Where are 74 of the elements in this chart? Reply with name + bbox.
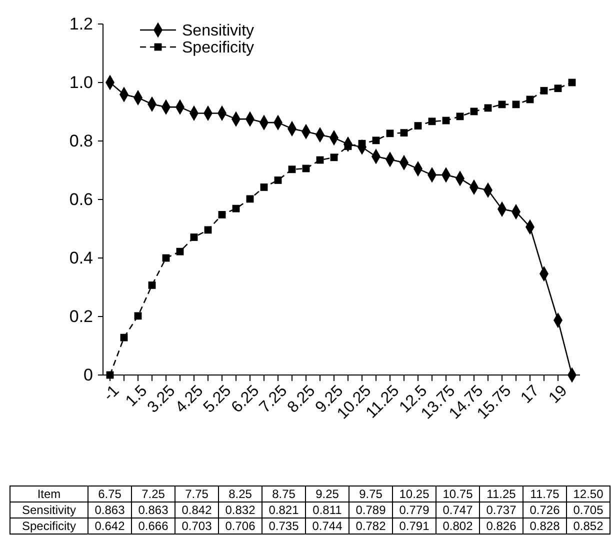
point (134, 312, 142, 320)
data-label: 0.703 (182, 519, 212, 534)
text: Item (37, 487, 61, 502)
point (274, 176, 282, 184)
legend-label: Sensitivity (182, 22, 254, 40)
x-tick-label: 8.25 (228, 487, 252, 502)
data-label: 0.737 (486, 503, 517, 518)
x-tick-label: 10.25 (399, 487, 430, 502)
y-tick-label: 0.4 (69, 248, 93, 268)
data-label: 0.666 (138, 519, 169, 534)
point (386, 130, 394, 138)
x-tick-label: 8.75 (272, 487, 296, 502)
data-label: 0.811 (312, 503, 342, 518)
point (400, 129, 408, 137)
data-label: 0.705 (573, 503, 604, 518)
data-label: 0.789 (356, 503, 386, 518)
point (512, 100, 520, 108)
data-label: 0.832 (225, 503, 256, 518)
data-label: 0.782 (356, 519, 386, 534)
y-tick-label: 0.8 (69, 131, 93, 150)
x-tick-label: 7.25 (142, 487, 166, 502)
point (330, 154, 338, 162)
data-label: 0.821 (268, 503, 300, 518)
x-tick-label: 12.50 (573, 487, 604, 502)
x-tick-label: 17 (518, 382, 543, 407)
data-label: 0.747 (442, 503, 474, 518)
data-label: 0.726 (530, 503, 560, 518)
legend-label: Specificity (182, 40, 254, 57)
x-tick-label: 7.75 (185, 487, 209, 502)
point (120, 334, 128, 342)
data-label: 0.706 (225, 519, 256, 534)
point (540, 86, 548, 94)
point (148, 281, 156, 289)
point (176, 248, 184, 256)
data-label: 0.791 (399, 519, 430, 534)
point (190, 234, 198, 241)
point (414, 122, 422, 130)
y-tick-label: 1.0 (69, 72, 93, 92)
data-label: 0.863 (94, 503, 126, 518)
x-tick-label: 11.25 (486, 487, 516, 502)
data-label: 0.744 (312, 519, 343, 534)
point (260, 184, 268, 191)
x-tick-label: 9.75 (359, 487, 383, 502)
point (554, 84, 562, 92)
y-tick-label: 0 (84, 365, 93, 384)
point (428, 118, 436, 126)
data-label: 0.802 (442, 519, 474, 534)
point (288, 166, 296, 174)
x-tick-label: 6.75 (98, 487, 122, 502)
y-tick-label: 0.2 (69, 306, 93, 326)
point (372, 136, 380, 144)
point (246, 195, 254, 203)
point (218, 211, 226, 218)
data-label: 0.735 (268, 519, 300, 534)
y-tick-label: 0.6 (69, 190, 93, 209)
point (456, 112, 464, 120)
point (232, 204, 240, 212)
y-tick-label: 1.2 (69, 14, 93, 34)
data-label: 0.779 (399, 503, 430, 518)
data-label: 0.842 (182, 503, 212, 518)
point (470, 108, 478, 116)
x-tick-label: 11.75 (530, 487, 560, 502)
x-tick-label: 9.25 (316, 487, 340, 502)
data-label: 0.642 (94, 519, 126, 534)
data-label: 0.852 (573, 519, 604, 534)
point (498, 100, 506, 108)
data-label: 0.826 (486, 519, 517, 534)
point (204, 226, 212, 234)
data-label: 0.863 (138, 503, 169, 518)
x-tick-label: 19 (546, 382, 571, 407)
x-tick-label: -1 (100, 382, 123, 404)
point (484, 104, 492, 112)
data-label: 0.828 (530, 519, 560, 534)
x-tick-label: 10.75 (442, 487, 474, 502)
